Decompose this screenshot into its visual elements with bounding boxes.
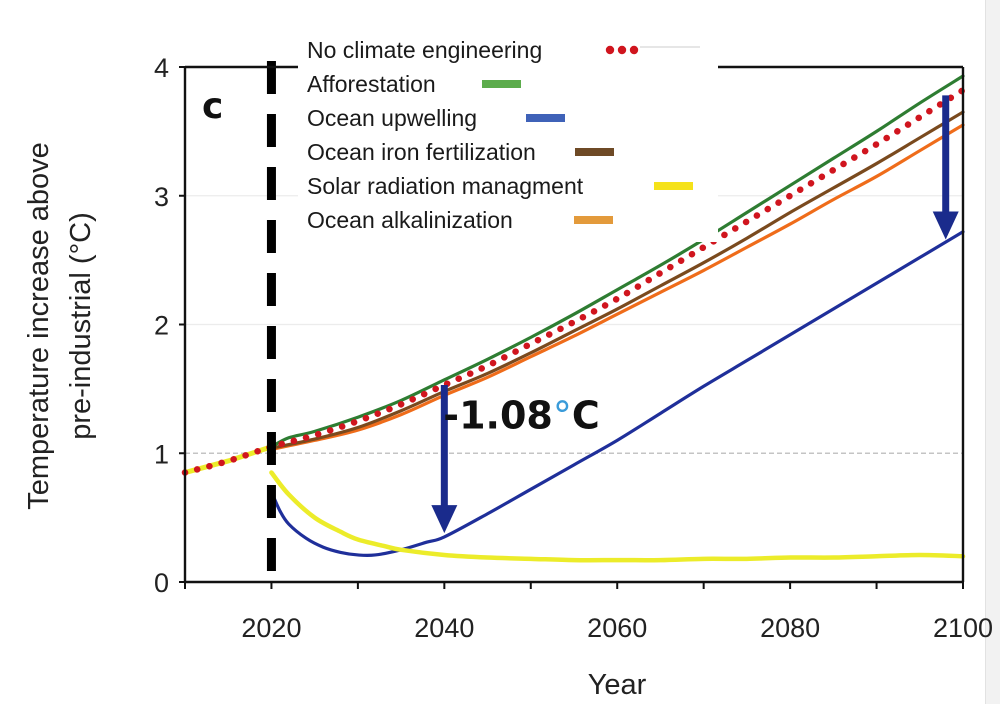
cooling-annotation: -1.08°C [443, 393, 599, 437]
legend-item-ocean-iron-fertilization: Ocean iron fertilization [307, 139, 614, 165]
legend-swatch [526, 114, 565, 122]
legend-items: No climate engineering Afforestation Ocean… [307, 37, 693, 233]
legend-swatch [654, 182, 693, 190]
legend-label: Ocean alkalinization [307, 207, 513, 233]
degree-symbol: ° [553, 393, 572, 437]
y-axis-title-line-1: Temperature increase above [23, 142, 55, 510]
page-edge-strip [985, 0, 1000, 704]
series-line-no-climate-engineering [181, 86, 967, 476]
series-line-ocean-iron-fertilization [269, 110, 965, 450]
y-tick-label: 4 [154, 53, 169, 83]
y-tick-label: 1 [154, 439, 169, 469]
legend-label: Ocean iron fertilization [307, 139, 536, 165]
legend-swatch-dot [629, 45, 639, 55]
annotations: -1.08°C [431, 95, 959, 534]
series-lines [181, 74, 967, 563]
legend-swatch [574, 216, 613, 224]
panel-label: c [202, 86, 223, 127]
cooling-value: -1.08 [443, 393, 553, 437]
legend-swatch [482, 80, 521, 88]
x-tick-label: 2020 [241, 613, 301, 643]
series-line-afforestation [269, 74, 965, 449]
legend-label: Solar radiation managment [307, 173, 584, 199]
legend-label: Ocean upwelling [307, 105, 477, 131]
y-axis-title: Temperature increase above pre-industria… [23, 142, 97, 510]
axes: 0 1 2 3 4 2020 2040 2060 2080 2100 [154, 53, 993, 643]
legend-item-afforestation: Afforestation [307, 71, 521, 97]
arrow-head-icon [431, 505, 458, 534]
x-axis-title: Year [588, 669, 647, 701]
legend-background [298, 34, 718, 242]
legend-item-ocean-alkalinization: Ocean alkalinization [307, 207, 613, 233]
x-tick-label: 2100 [933, 613, 993, 643]
legend-swatch-dot [605, 45, 615, 55]
y-tick-label: 3 [154, 182, 169, 212]
legend-label: Afforestation [307, 71, 436, 97]
legend-swatch [575, 148, 614, 156]
legend-item-ocean-upwelling: Ocean upwelling [307, 105, 565, 131]
y-tick-label: 0 [154, 568, 169, 598]
legend: No climate engineering Afforestation Ocean… [298, 34, 718, 242]
legend-label: No climate engineering [307, 37, 542, 63]
legend-item-solar-radiation-managment: Solar radiation managment [307, 173, 693, 199]
series-line-solar-radiation-managment [269, 470, 966, 563]
y-axis-title-line-2: pre-industrial (°C) [65, 212, 97, 440]
series-line-ocean-upwelling [269, 230, 965, 558]
x-tick-label: 2060 [587, 613, 647, 643]
arrow-head-icon [932, 211, 959, 240]
legend-item-no-climate-engineering: No climate engineering [307, 37, 639, 63]
y-tick-label: 2 [154, 311, 169, 341]
cooling-unit: C [572, 393, 600, 437]
x-tick-label: 2080 [760, 613, 820, 643]
series-line-ocean-alkalinization [269, 123, 965, 451]
legend-swatch-dot [617, 45, 627, 55]
x-tick-label: 2040 [414, 613, 474, 643]
